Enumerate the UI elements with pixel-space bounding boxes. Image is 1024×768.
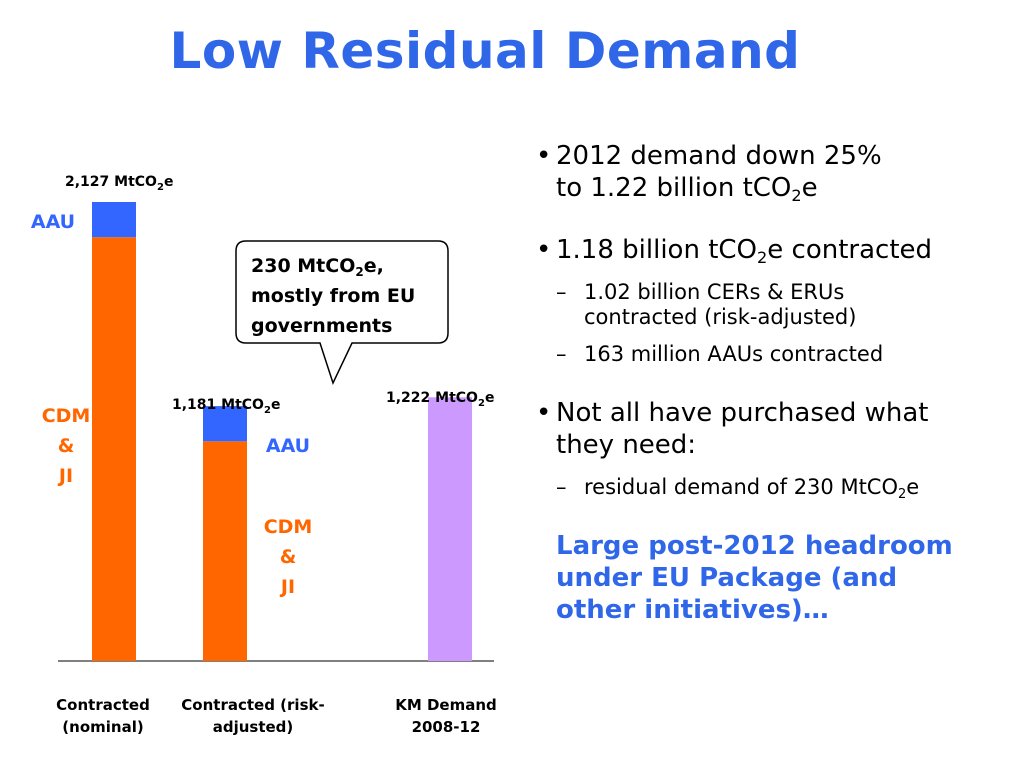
cdm-ji-label: CDM — [264, 516, 313, 538]
x-tick-label: 2008-12 — [412, 718, 481, 736]
bar-total-label: 2,127 MtCO2e — [65, 174, 173, 193]
cdm-ji-label: CDM — [42, 405, 91, 427]
cdm-ji-label: & — [280, 546, 297, 568]
callout-bubble — [235, 240, 449, 386]
cdm-ji-label: JI — [279, 576, 295, 598]
x-tick-label: (nominal) — [62, 718, 143, 736]
x-tick-label: KM Demand — [395, 696, 497, 714]
bullet-contracted: • 1.18 billion tCO2e contracted – 1.02 b… — [532, 234, 1012, 367]
bullet-text: 1.18 billion tCO — [556, 235, 758, 265]
aau-label: AAU — [266, 435, 310, 457]
bar-total-label: 1,222 MtCO2e — [386, 390, 494, 409]
bullet-list: • 2012 demand down 25% to 1.22 billion t… — [532, 140, 1012, 626]
bullet-dot-icon: • — [536, 235, 552, 265]
bullet-dot-icon: • — [536, 398, 552, 428]
bullet-text: to 1.22 billion tCO — [556, 173, 792, 203]
sub-bullet: – 1.02 billion CERs & ERUs contracted (r… — [556, 280, 857, 329]
bar-total-label: 1,181 MtCO2e — [172, 397, 280, 416]
bullet-dot-icon: • — [536, 141, 552, 171]
x-tick-label: Contracted (risk- — [181, 696, 324, 714]
callout-line: mostly from EU — [251, 285, 415, 307]
bar-segment-cdm-ji-1 — [203, 441, 247, 661]
bullet-text: 2012 demand down 25% — [556, 141, 882, 171]
bar-segment-aau-0 — [92, 202, 136, 238]
aau-label: AAU — [31, 211, 75, 233]
x-tick-label: Contracted — [56, 696, 150, 714]
sub-bullet: – 163 million AAUs contracted — [556, 342, 884, 366]
dash-icon: – — [556, 280, 567, 304]
cdm-ji-label: JI — [57, 465, 73, 487]
bullet-demand: • 2012 demand down 25% to 1.22 billion t… — [536, 141, 882, 205]
slide-title: Low Residual Demand — [169, 22, 801, 80]
dash-icon: – — [556, 475, 567, 499]
bar-segment-cdm-ji-0 — [92, 237, 136, 661]
dash-icon: – — [556, 342, 567, 366]
headroom-highlight: Large post-2012 headroom under EU Packag… — [556, 531, 953, 625]
bullet-not-all: • Not all have purchased what they need:… — [532, 397, 1012, 502]
bullet-text: Not all have purchased what — [556, 398, 929, 428]
sub-bullet: – residual demand of 230 MtCO2e — [556, 475, 920, 502]
callout-line: 230 MtCO2e, — [251, 255, 384, 279]
bullet-text: they need: — [556, 430, 697, 460]
stacked-bar-chart: 2,127 MtCO2e Contracted (nominal) 1,181 MtC… — [31, 174, 497, 736]
bar-segment-aau-1 — [203, 406, 247, 442]
bar-segment-km-demand-2 — [428, 397, 472, 661]
callout-line: governments — [251, 315, 392, 337]
x-tick-label: adjusted) — [213, 718, 294, 736]
cdm-ji-label: & — [58, 435, 75, 457]
